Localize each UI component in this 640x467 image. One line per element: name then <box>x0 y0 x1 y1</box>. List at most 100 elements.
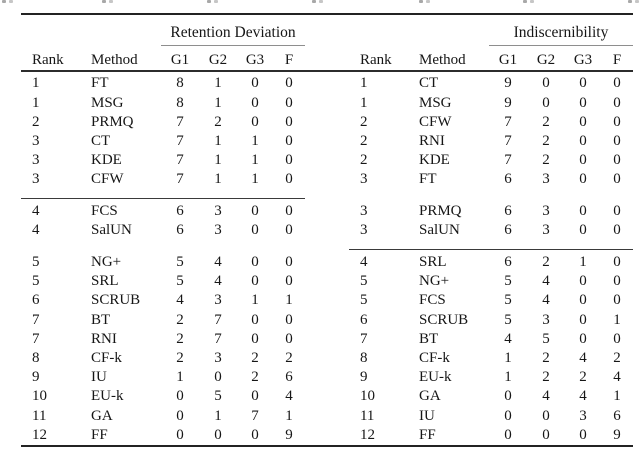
cell-g1: 6 <box>176 222 184 239</box>
text-fragment <box>419 0 423 3</box>
table-row: 1 CT 9 0 0 0 <box>349 74 633 93</box>
table-row: 10 GA 0 4 4 1 <box>349 387 633 406</box>
cell-method: IU <box>91 369 107 386</box>
cell-method: PRMQ <box>418 203 462 220</box>
cell-method: CFW <box>418 113 452 130</box>
table-row: 4 SRL 6 2 1 0 <box>349 253 633 272</box>
cell-g2: 5 <box>214 388 222 405</box>
col-header-method: Method <box>418 51 466 68</box>
cell-g1: 8 <box>176 94 184 111</box>
col-header-g3: G3 <box>573 51 593 68</box>
cell-method: GA <box>418 388 441 405</box>
cell-rank: 5 <box>32 273 40 290</box>
col-header-f: F <box>612 51 622 68</box>
cell-g3: 0 <box>579 94 587 111</box>
col-header-g3: G3 <box>245 51 265 68</box>
spanner-row: Retention Deviation <box>21 15 306 47</box>
cell-g1: 0 <box>504 388 512 405</box>
cell-g3: 2 <box>251 350 259 367</box>
cell-f: 0 <box>613 152 621 169</box>
group-separator-rule <box>348 241 633 254</box>
table-row: 11 GA 0 1 7 1 <box>21 407 305 426</box>
cell-f: 0 <box>285 171 293 188</box>
table-row: 3 PRMQ 6 3 0 0 <box>349 202 633 221</box>
cell-g3: 0 <box>579 171 587 188</box>
cell-f: 4 <box>613 369 621 386</box>
table-row: 12 FF 0 0 0 9 <box>349 426 633 445</box>
cell-method: KDE <box>91 152 122 169</box>
table-row: 1 MSG 8 1 0 0 <box>21 94 305 113</box>
cell-g3: 0 <box>251 222 259 239</box>
cell-rank: 7 <box>32 330 40 347</box>
top-rule <box>21 13 633 16</box>
cell-rank: 12 <box>359 426 375 443</box>
cell-g2: 3 <box>214 292 222 309</box>
col-header-rank: Rank <box>359 51 392 68</box>
col-header-g1: G1 <box>170 51 190 68</box>
table-row: 2 CFW 7 2 0 0 <box>349 113 633 132</box>
cell-g3: 0 <box>251 330 259 347</box>
cell-g2: 3 <box>542 311 550 328</box>
text-fragment <box>312 0 316 3</box>
cell-g3: 0 <box>251 273 259 290</box>
spanner-spacer <box>21 15 161 46</box>
cell-rank: 5 <box>32 254 40 271</box>
cell-method: RNI <box>418 133 445 149</box>
cell-g3: 0 <box>579 426 587 443</box>
separator-cell <box>21 241 305 254</box>
cell-f: 1 <box>613 388 621 405</box>
cell-g2: 3 <box>214 222 222 239</box>
cell-g3: 0 <box>579 203 587 220</box>
cell-rank: 3 <box>32 152 40 169</box>
cell-rank: 8 <box>32 350 40 367</box>
table-row: 3 CFW 7 1 1 0 <box>21 170 305 189</box>
table-indiscernibility: Indiscernibility Rank Method G1 G2 G3 F … <box>348 15 633 445</box>
cell-g2: 1 <box>214 152 222 169</box>
cell-f: 0 <box>613 273 621 290</box>
cell-rank: 2 <box>359 152 368 169</box>
table-row: 9 IU 1 0 2 6 <box>21 368 305 387</box>
cell-g1: 5 <box>504 311 512 328</box>
cell-method: SRL <box>91 273 119 290</box>
table-row: 2 PRMQ 7 2 0 0 <box>21 113 305 132</box>
cell-rank: 7 <box>359 330 368 347</box>
cell-g3: 3 <box>579 407 587 424</box>
cell-g2: 2 <box>542 113 550 130</box>
cell-rank: 2 <box>359 133 368 149</box>
cell-method: MSG <box>418 94 452 111</box>
table-row: 3 CT 7 1 1 0 <box>21 132 305 151</box>
table-halves: Retention Deviation Rank Method G1 G2 G3… <box>21 15 633 445</box>
cell-method: FCS <box>91 203 118 220</box>
cell-g2: 5 <box>542 330 550 347</box>
cell-f: 1 <box>285 292 293 309</box>
cell-rank: 10 <box>359 388 375 405</box>
cell-rank: 4 <box>32 203 40 220</box>
cell-g1: 6 <box>504 171 512 188</box>
cell-g1: 9 <box>504 94 512 111</box>
cell-rank: 10 <box>32 388 47 405</box>
table-retention-deviation: Retention Deviation Rank Method G1 G2 G3… <box>21 15 306 445</box>
group-separator-space <box>349 190 633 203</box>
cell-f: 0 <box>613 330 621 347</box>
col-header-f: F <box>284 51 294 68</box>
cell-f: 9 <box>285 426 293 443</box>
cell-method: PRMQ <box>91 113 134 130</box>
cell-g1: 9 <box>504 75 512 92</box>
cell-method: FCS <box>418 292 446 309</box>
cell-g2: 2 <box>542 133 550 149</box>
cell-g3: 4 <box>579 388 587 405</box>
cell-g2: 0 <box>542 94 550 111</box>
cell-f: 0 <box>613 171 621 188</box>
cell-g2: 2 <box>542 350 550 367</box>
cell-g2: 3 <box>542 203 550 220</box>
separator-cell <box>349 190 633 203</box>
column-header-row: Rank Method G1 G2 G3 F <box>349 46 633 75</box>
cell-rank: 5 <box>359 273 368 290</box>
cell-g3: 0 <box>579 311 587 328</box>
cell-g3: 0 <box>579 152 587 169</box>
cell-g3: 0 <box>251 113 259 130</box>
cell-g2: 4 <box>542 292 550 309</box>
cell-f: 0 <box>613 75 621 92</box>
cell-f: 2 <box>613 350 621 367</box>
spanner-spacer <box>349 15 489 46</box>
